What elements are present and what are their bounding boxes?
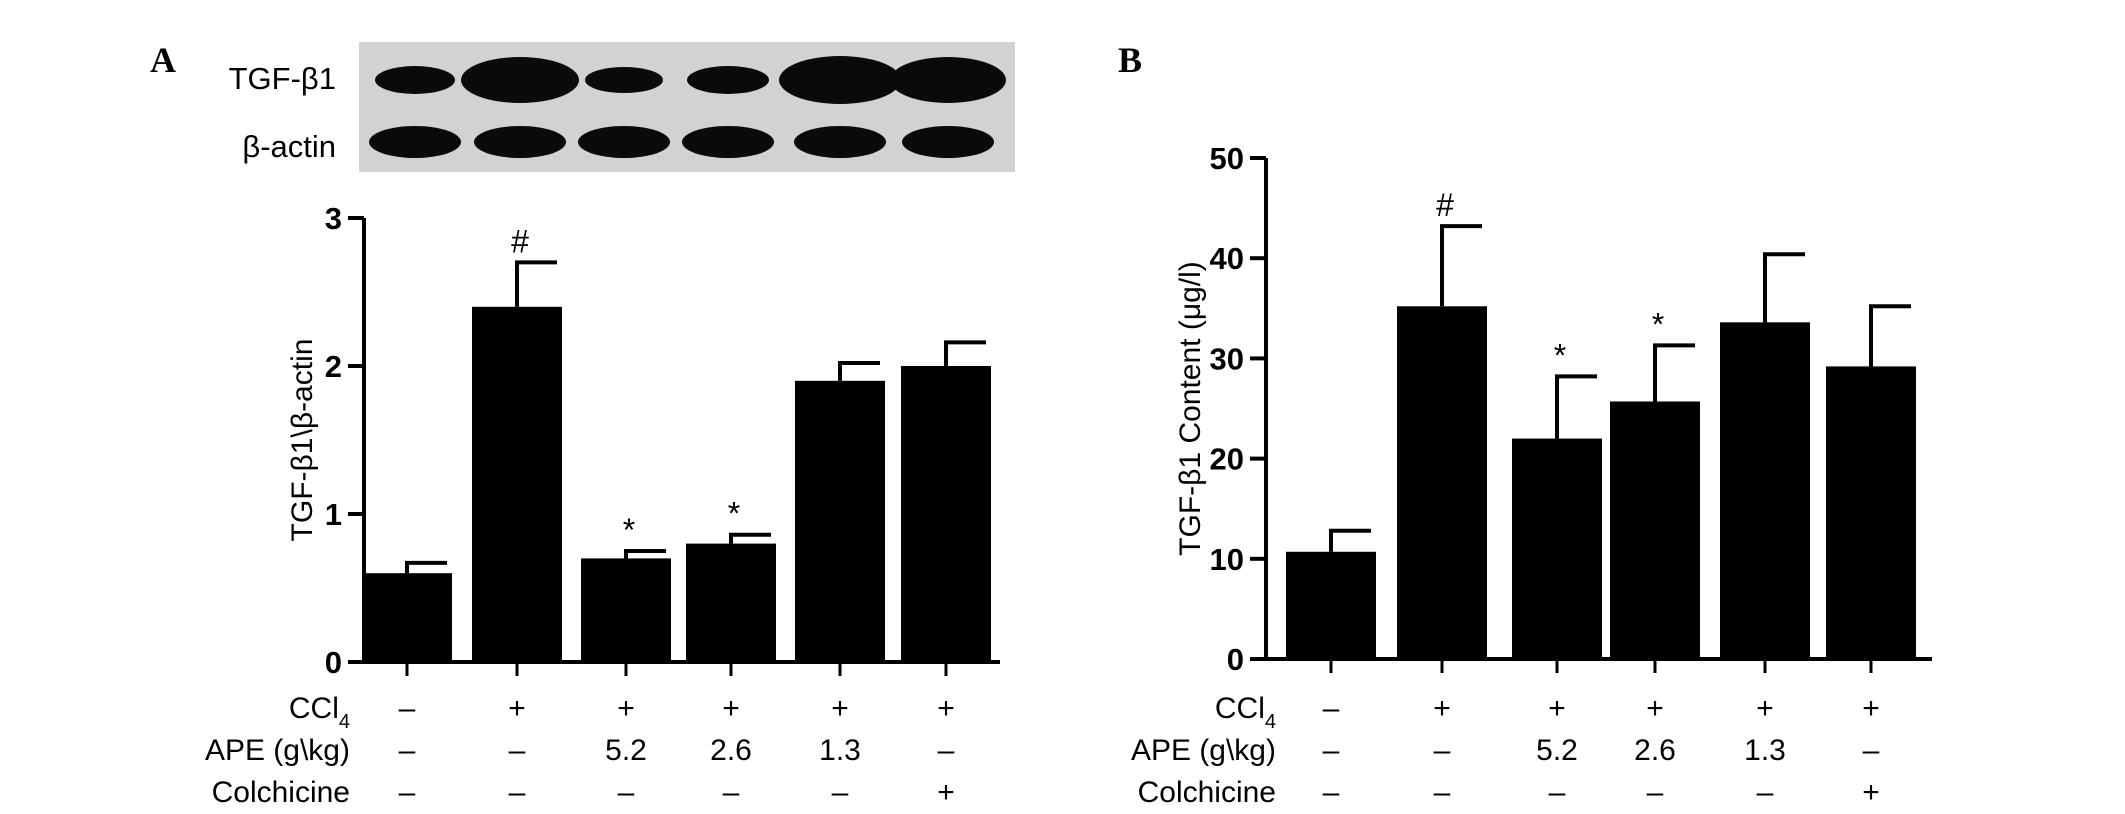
condition-value: – <box>1323 734 1340 767</box>
blot-label-tgf-b1: TGF-β1 <box>229 61 336 96</box>
condition-value: 5.2 <box>1536 734 1578 767</box>
significance-marker: * <box>1554 337 1566 373</box>
condition-value: 1.3 <box>1744 734 1786 767</box>
bar <box>1720 322 1810 659</box>
condition-subscript: 4 <box>1265 711 1276 733</box>
condition-value: – <box>1434 776 1451 809</box>
blot-band-tgf-b1 <box>890 57 1006 103</box>
bar <box>1826 366 1916 659</box>
bar <box>362 573 452 662</box>
condition-value: – <box>938 734 955 767</box>
condition-value: + <box>722 692 740 725</box>
y-tick-label: 10 <box>1210 542 1244 577</box>
y-tick-label: 50 <box>1210 141 1244 176</box>
bar <box>901 366 991 662</box>
blot-label-b-actin: β-actin <box>242 129 336 164</box>
condition-label: Colchicine <box>212 776 350 809</box>
condition-value: + <box>937 692 955 725</box>
condition-value: – <box>832 776 849 809</box>
blot-band-tgf-b1 <box>779 56 901 104</box>
condition-value: 2.6 <box>1634 734 1676 767</box>
condition-value: – <box>1647 776 1664 809</box>
bar <box>581 558 671 662</box>
condition-value: + <box>617 692 635 725</box>
panel-a-letter: A <box>150 40 176 80</box>
condition-subscript: 4 <box>339 711 350 733</box>
condition-value: – <box>509 776 526 809</box>
bar <box>795 380 885 662</box>
blot-band-b-actin <box>902 126 994 158</box>
condition-label: APE (g\kg) <box>205 734 350 767</box>
condition-value: + <box>1433 692 1451 725</box>
blot-band-b-actin <box>474 126 566 158</box>
bar <box>686 543 776 662</box>
condition-value: – <box>1757 776 1774 809</box>
blot-band-b-actin <box>682 126 774 158</box>
blot-band-tgf-b1 <box>375 66 455 94</box>
chart-a: 0 1 2 3 TGF-β1\β-actin # * * CCl4 – + + + + + APE (g\kg… <box>205 201 1000 809</box>
y-axis-label: TGF-β1\β-actin <box>286 339 319 542</box>
y-tick-label: 30 <box>1210 341 1244 376</box>
condition-value: – <box>1863 734 1880 767</box>
condition-value: – <box>1323 776 1340 809</box>
condition-value: – <box>509 734 526 767</box>
condition-value: + <box>508 692 526 725</box>
condition-value: + <box>1548 692 1566 725</box>
significance-marker: * <box>728 496 740 532</box>
condition-value: – <box>618 776 635 809</box>
blot-membrane <box>359 42 1015 172</box>
condition-value: – <box>723 776 740 809</box>
chart-b: 0 10 20 30 40 50 TGF-β1 Content (μg/l) # * * CCl4 –… <box>1131 141 1932 809</box>
condition-value: + <box>1862 776 1880 809</box>
significance-marker: * <box>1652 306 1664 342</box>
condition-value: + <box>831 692 849 725</box>
y-tick-label: 3 <box>325 201 342 236</box>
bar <box>1610 401 1700 659</box>
condition-value: – <box>1323 692 1340 725</box>
condition-value: + <box>1646 692 1664 725</box>
condition-value: – <box>399 776 416 809</box>
condition-value: + <box>1756 692 1774 725</box>
condition-value: + <box>937 776 955 809</box>
blot-band-b-actin <box>578 126 670 158</box>
blot-band-tgf-b1 <box>585 67 663 93</box>
blot-band-tgf-b1 <box>687 66 769 94</box>
condition-label: APE (g\kg) <box>1131 734 1276 767</box>
condition-label: Colchicine <box>1138 776 1276 809</box>
y-tick-label: 1 <box>325 497 342 532</box>
y-tick-label: 20 <box>1210 442 1244 477</box>
blot-band-tgf-b1 <box>461 57 579 103</box>
bar <box>1286 551 1376 659</box>
western-blot: TGF-β1 β-actin <box>229 42 1015 172</box>
blot-bands <box>369 56 1006 158</box>
bar <box>1397 306 1487 659</box>
bar <box>1512 438 1602 659</box>
significance-marker: # <box>1436 187 1454 223</box>
condition-value: – <box>399 734 416 767</box>
condition-value: 5.2 <box>605 734 647 767</box>
condition-value: – <box>1549 776 1566 809</box>
significance-marker: # <box>511 223 529 259</box>
condition-value: 2.6 <box>710 734 752 767</box>
blot-band-b-actin <box>369 126 461 158</box>
condition-value: – <box>399 692 416 725</box>
y-tick-label: 40 <box>1210 241 1244 276</box>
y-tick-label: 2 <box>325 349 342 384</box>
significance-marker: * <box>623 512 635 548</box>
condition-value: – <box>1434 734 1451 767</box>
panel-b-letter: B <box>1118 40 1142 80</box>
bar <box>472 306 562 662</box>
blot-band-b-actin <box>794 126 886 158</box>
condition-label: CCl4 <box>1215 692 1276 733</box>
y-tick-label: 0 <box>1227 642 1244 677</box>
condition-value: + <box>1862 692 1880 725</box>
condition-label: CCl4 <box>289 692 350 733</box>
y-tick-label: 0 <box>325 645 342 680</box>
condition-value: 1.3 <box>819 734 861 767</box>
y-axis-label: TGF-β1 Content (μg/l) <box>1174 261 1207 556</box>
